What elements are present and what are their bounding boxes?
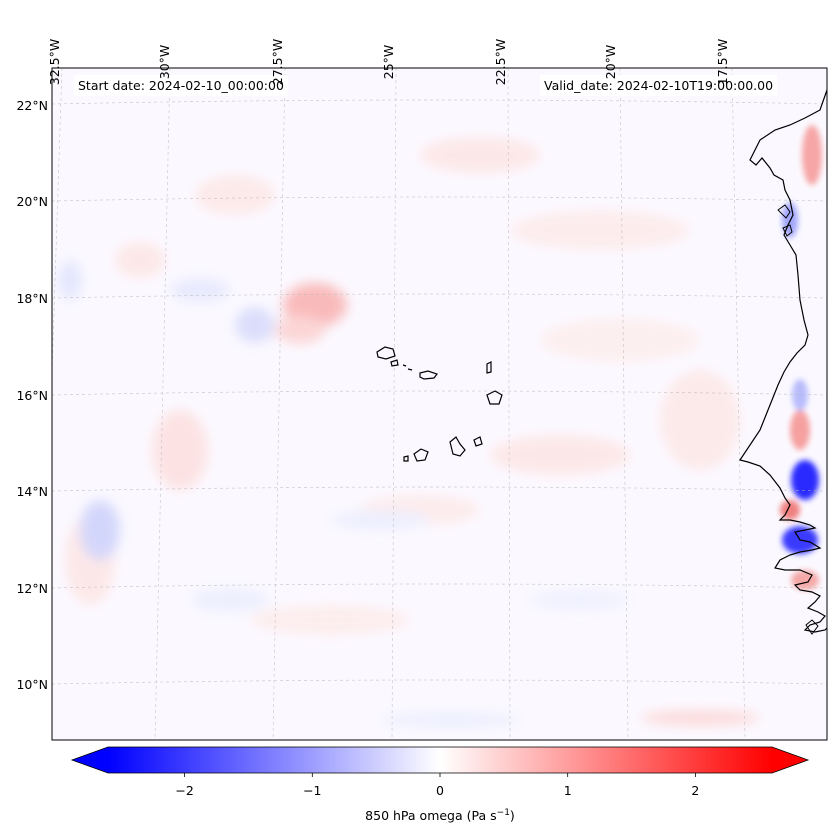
omega-field	[52, 68, 827, 740]
start-date-label: Start date: 2024-02-10_00:00:00	[74, 75, 288, 96]
variable-name: 850 hPa omega	[365, 808, 463, 824]
lat-label-16n: 16°N	[16, 388, 48, 403]
africa-coastline	[739, 89, 827, 633]
colorbar-tick-label: −1	[303, 783, 322, 798]
map-frame	[51, 67, 828, 741]
colorbar-title: 850 hPa omega (Pa s−1)	[365, 808, 515, 823]
lon-label-17-5w: 17.5°W	[715, 38, 730, 86]
lat-label-10n: 10°N	[16, 677, 48, 692]
lon-label-22-5w: 22.5°W	[493, 38, 508, 86]
lon-label-20w: 20°W	[603, 44, 618, 80]
lon-label-32-5w: 32.5°W	[47, 38, 62, 86]
colorbar	[70, 746, 810, 777]
lat-label-22n: 22°N	[16, 98, 48, 113]
colorbar-tick-label: 2	[691, 783, 700, 798]
lat-label-20n: 20°N	[16, 194, 48, 209]
lon-label-27-5w: 27.5°W	[270, 38, 285, 86]
colorbar-tick-label: 0	[436, 783, 444, 798]
units-close: )	[509, 808, 515, 824]
lat-label-12n: 12°N	[16, 581, 48, 596]
valid-date-label: Valid_date: 2024-02-10T19:00:00.00	[540, 75, 778, 96]
lon-label-30w: 30°W	[157, 44, 172, 80]
lat-label-18n: 18°N	[16, 291, 48, 306]
colorbar-tick-label: −2	[175, 783, 194, 798]
units-main: (Pa s	[466, 808, 497, 824]
gridlines	[52, 68, 827, 740]
units-exponent: −1	[496, 808, 510, 818]
lat-label-14n: 14°N	[16, 484, 48, 499]
colorbar-tick-label: 1	[563, 783, 572, 798]
cape-verde-islands	[376, 346, 503, 462]
lon-label-25w: 25°W	[381, 44, 396, 80]
